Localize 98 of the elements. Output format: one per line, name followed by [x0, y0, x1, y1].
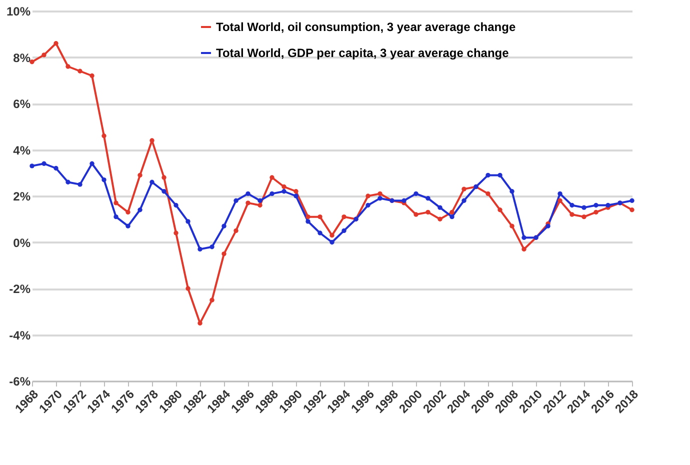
point	[246, 191, 250, 196]
point	[294, 189, 298, 194]
point	[546, 224, 550, 228]
point	[282, 189, 286, 194]
point	[114, 200, 118, 206]
point	[174, 202, 178, 208]
point	[342, 214, 346, 220]
point	[174, 230, 178, 236]
point	[462, 186, 466, 192]
y-tick-label: -4%	[9, 328, 31, 342]
point	[234, 198, 238, 203]
point	[246, 200, 250, 206]
point	[438, 216, 442, 222]
point	[522, 246, 526, 252]
point	[498, 208, 502, 212]
point	[42, 161, 46, 166]
point	[270, 191, 274, 196]
point	[594, 210, 598, 215]
point	[438, 205, 442, 210]
point	[258, 202, 262, 208]
point	[126, 224, 130, 228]
point	[210, 298, 214, 302]
point	[78, 182, 82, 187]
point	[522, 235, 526, 240]
y-tick-label: -6%	[9, 374, 31, 388]
point	[54, 166, 58, 171]
point	[234, 228, 238, 234]
y-tick-label: 2%	[13, 190, 31, 204]
point	[606, 202, 610, 208]
point	[66, 180, 70, 184]
point	[42, 52, 46, 58]
point	[378, 191, 382, 196]
point	[318, 230, 322, 236]
point	[582, 214, 586, 220]
point	[450, 214, 454, 220]
y-tick-label: 10%	[6, 4, 31, 18]
point	[294, 194, 298, 198]
point	[150, 180, 154, 184]
point	[198, 246, 202, 252]
legend-label: Total World, GDP per capita, 3 year average change	[216, 46, 510, 60]
point	[282, 184, 286, 190]
point	[558, 191, 562, 196]
point	[54, 41, 58, 46]
point	[222, 224, 226, 228]
point	[426, 210, 430, 215]
point	[558, 198, 562, 203]
point	[450, 210, 454, 215]
point	[630, 198, 634, 203]
point	[150, 138, 154, 143]
point	[210, 244, 214, 250]
point	[582, 205, 586, 210]
point	[510, 224, 514, 228]
y-tick-label: 4%	[13, 143, 31, 158]
point	[570, 212, 574, 217]
y-tick-label: -2%	[9, 282, 31, 296]
point	[126, 210, 130, 215]
point	[486, 172, 490, 178]
point	[186, 219, 190, 224]
point	[306, 219, 310, 224]
point	[342, 228, 346, 234]
point	[162, 189, 166, 194]
point	[222, 251, 226, 256]
point	[66, 64, 70, 69]
point	[330, 232, 334, 238]
legend-label: Total World, oil consumption, 3 year average change	[216, 20, 516, 34]
point	[510, 189, 514, 194]
point	[186, 286, 190, 291]
point	[366, 194, 370, 198]
point	[102, 134, 106, 138]
point	[306, 214, 310, 220]
point	[378, 196, 382, 201]
point	[114, 214, 118, 220]
point	[594, 202, 598, 208]
point	[30, 164, 34, 168]
point	[486, 191, 490, 196]
point	[138, 172, 142, 178]
point	[90, 73, 94, 78]
point	[630, 208, 634, 212]
point	[462, 198, 466, 203]
point	[90, 161, 94, 166]
point	[426, 196, 430, 201]
point	[498, 172, 502, 178]
point	[78, 68, 82, 74]
point	[318, 214, 322, 220]
point	[414, 212, 418, 217]
point	[162, 175, 166, 180]
point	[270, 175, 274, 180]
point	[402, 198, 406, 203]
point	[366, 202, 370, 208]
point	[330, 240, 334, 245]
y-tick-label: 8%	[13, 50, 31, 65]
y-tick-label: 0%	[13, 236, 31, 250]
point	[414, 191, 418, 196]
point	[138, 208, 142, 212]
point	[570, 202, 574, 208]
point	[102, 177, 106, 182]
y-tick-label: 6%	[13, 97, 31, 111]
point	[258, 198, 262, 203]
